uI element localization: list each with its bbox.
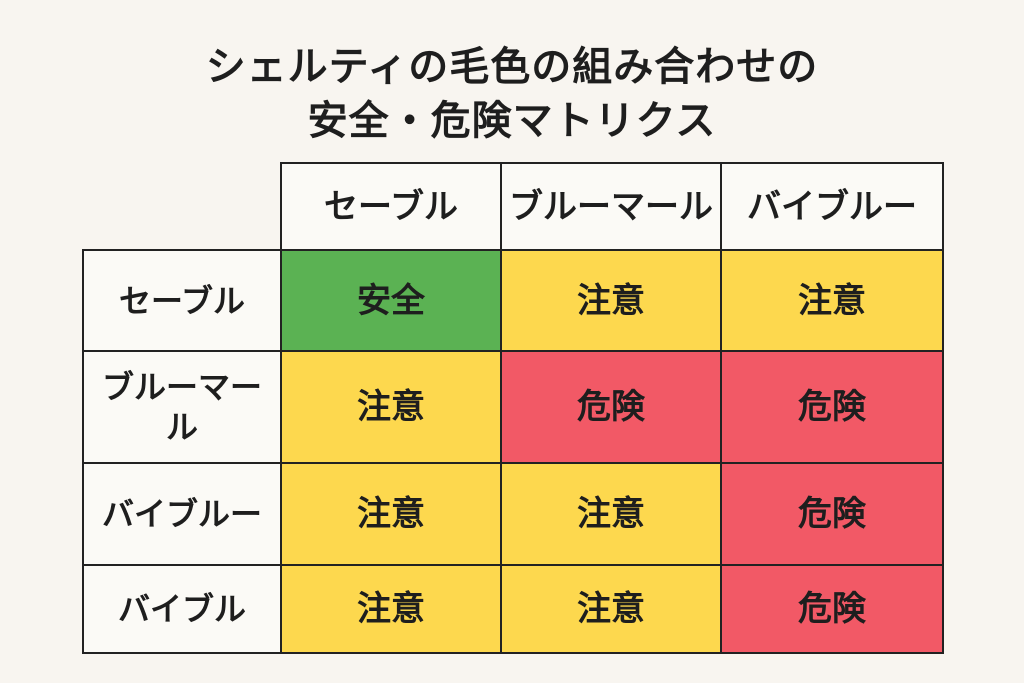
page-title: シェルティの毛色の組み合わせの 安全・危険マトリクス (0, 40, 1024, 148)
title-line-2: 安全・危険マトリクス (307, 98, 717, 144)
matrix-cell-caution: 注意 (500, 564, 722, 654)
matrix-cell-safe: 安全 (280, 249, 502, 352)
title-line-1: シェルティの毛色の組み合わせの (205, 44, 819, 90)
row-header: バイブルー (82, 462, 282, 566)
matrix-cell-danger: 危険 (720, 564, 944, 654)
row-header: ブルーマール (82, 350, 282, 464)
matrix-cell-danger: 危険 (500, 350, 722, 464)
matrix-cell-caution: 注意 (280, 564, 502, 654)
matrix-cell-caution: 注意 (280, 462, 502, 566)
matrix-cell-caution: 注意 (500, 462, 722, 566)
matrix-cell-danger: 危険 (720, 350, 944, 464)
column-header: バイブルー (720, 162, 944, 251)
matrix-cell-danger: 危険 (720, 462, 944, 566)
column-header: ブルーマール (500, 162, 722, 251)
matrix-cell-caution: 注意 (500, 249, 722, 352)
column-header: セーブル (280, 162, 502, 251)
row-header: バイブル (82, 564, 282, 654)
matrix-cell-caution: 注意 (720, 249, 944, 352)
row-header: セーブル (82, 249, 282, 352)
matrix-cell-caution: 注意 (280, 350, 502, 464)
